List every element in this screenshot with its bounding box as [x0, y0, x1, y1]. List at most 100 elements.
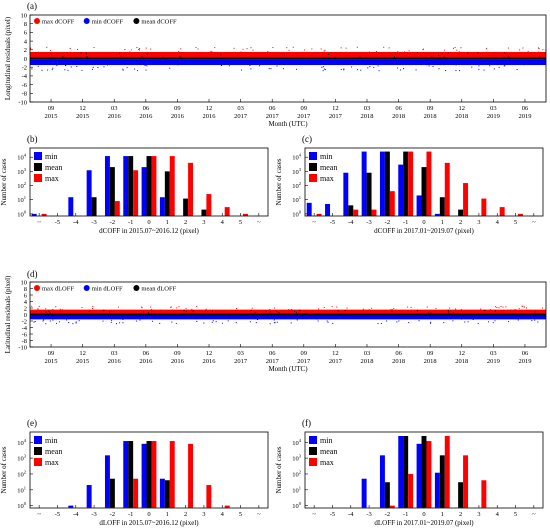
data-point [196, 320, 198, 322]
data-point [203, 322, 205, 324]
bar-min [141, 167, 147, 216]
data-point [67, 69, 69, 71]
x-axis-label: Month (UTC) [268, 365, 308, 373]
bar-max [518, 213, 523, 216]
data-point [134, 68, 136, 70]
x-tick-label: -5 [330, 511, 335, 518]
x-tick-year: 2017 [234, 113, 248, 120]
x-tick-label: 2 [184, 511, 187, 518]
data-point [305, 312, 307, 314]
data-point [250, 47, 252, 49]
legend-swatch [309, 174, 317, 182]
data-point [398, 320, 400, 322]
bar-max [151, 156, 157, 216]
data-point [81, 306, 83, 308]
data-point [292, 46, 294, 48]
bar-mean [458, 482, 464, 508]
y-tick-label: 101 [292, 485, 301, 494]
data-point [317, 320, 319, 322]
data-point [323, 50, 325, 52]
legend-entry: min dLOFF [92, 285, 123, 292]
data-point [122, 69, 124, 71]
data-point [70, 66, 72, 68]
x-tick-label: ~ [532, 219, 536, 226]
data-point [467, 52, 469, 54]
data-point [249, 321, 251, 323]
x-tick-month: 03 [490, 350, 497, 357]
data-point [542, 307, 544, 309]
data-point [197, 48, 199, 50]
data-point [527, 50, 529, 52]
y-tick-label: 2 [24, 47, 27, 54]
x-tick-month: 06 [395, 105, 402, 112]
data-point [407, 306, 409, 308]
data-point [270, 68, 272, 70]
data-point [336, 306, 338, 308]
data-point [65, 65, 67, 67]
data-point [115, 323, 117, 325]
data-point [460, 309, 462, 311]
x-tick-label: -5 [55, 219, 60, 226]
x-tick-month: 03 [111, 105, 118, 112]
data-point [170, 307, 172, 309]
data-point [50, 53, 52, 55]
band-max-dCOFF [30, 51, 546, 58]
data-point [30, 48, 32, 50]
x-tick-month: 09 [48, 105, 55, 112]
data-point [171, 321, 173, 323]
data-point [343, 69, 345, 71]
y-tick-label: 4 [24, 299, 28, 306]
x-tick-month: 09 [301, 105, 308, 112]
x-axis-label: dLOFF in 2015.07~2016.12 (pixel) [99, 519, 199, 527]
data-point [146, 53, 148, 55]
bar-mean [421, 167, 427, 216]
x-tick-month: 09 [48, 350, 55, 357]
x-tick-year: 2018 [455, 113, 468, 120]
x-tick-label: -2 [385, 511, 390, 518]
data-point [386, 320, 388, 322]
data-point [51, 69, 53, 71]
x-tick-label: 5 [514, 511, 517, 518]
data-point [345, 47, 347, 49]
data-point [522, 47, 524, 49]
data-point [404, 51, 406, 53]
data-point [504, 65, 506, 67]
bar-mean [403, 435, 409, 508]
x-tick-month: 12 [79, 350, 86, 357]
bar-min [434, 213, 440, 216]
data-point [444, 49, 446, 51]
data-point [519, 49, 521, 51]
data-point [443, 56, 445, 58]
data-point [290, 322, 292, 324]
x-tick-label: 4 [221, 511, 225, 518]
data-point [351, 66, 353, 68]
data-point [124, 49, 126, 51]
bar-max [206, 485, 212, 508]
data-point [380, 323, 382, 325]
x-tick-label: 4 [496, 511, 500, 518]
data-point [78, 320, 80, 322]
data-point [172, 309, 174, 311]
legend-entry: max [320, 174, 334, 183]
x-tick-month: 06 [522, 350, 529, 357]
bar-mean [109, 167, 115, 216]
data-point [496, 307, 498, 309]
data-point [392, 309, 394, 311]
x-tick-label: 3 [477, 511, 480, 518]
data-point [447, 52, 449, 54]
bar-max [151, 441, 157, 508]
data-point [525, 307, 527, 309]
data-point [472, 319, 474, 321]
data-point [322, 66, 324, 68]
data-point [259, 65, 261, 67]
x-tick-year: 2016 [203, 113, 217, 120]
data-point [110, 321, 112, 323]
bar-max [426, 441, 432, 508]
x-tick-year: 2017 [266, 358, 280, 365]
data-point [464, 321, 466, 323]
y-axis-label: Latitudinal residuals (pixel) [4, 275, 12, 353]
x-tick-year: 2016 [108, 358, 122, 365]
data-point [86, 56, 88, 58]
x-tick-label: ~ [257, 511, 261, 518]
